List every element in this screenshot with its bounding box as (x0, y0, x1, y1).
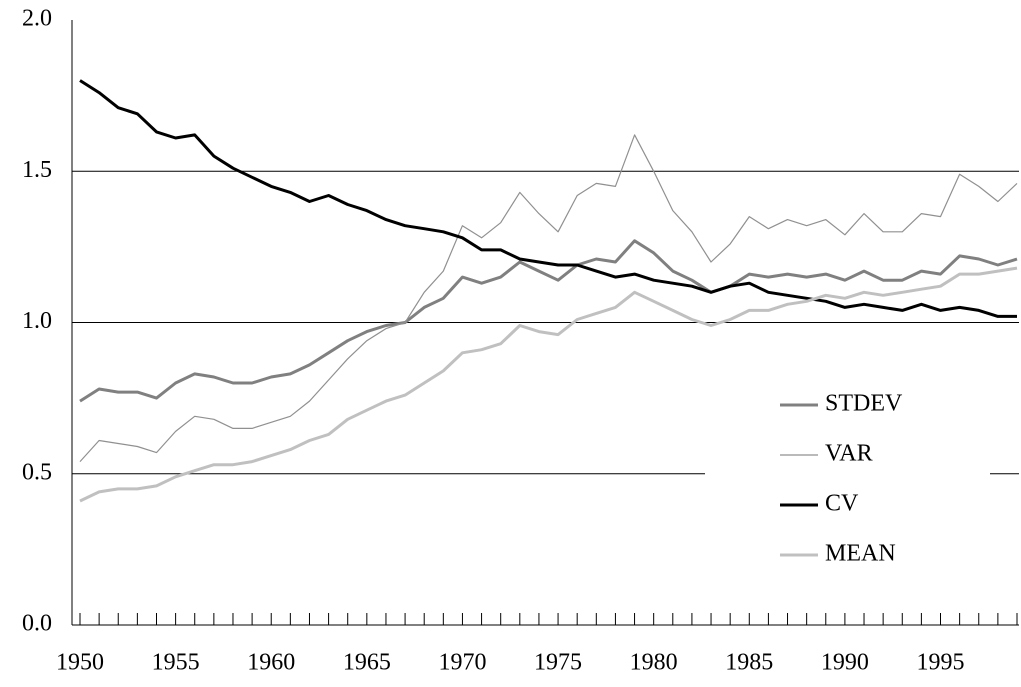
y-tick-label: 1.0 (22, 308, 52, 334)
x-tick-label: 1970 (438, 650, 486, 676)
legend-label: VAR (825, 441, 873, 467)
x-tick-label: 1965 (343, 650, 391, 676)
x-tick-label: 1950 (56, 650, 104, 676)
series-line (79, 134, 1018, 463)
y-tick-label: 1.5 (22, 157, 52, 183)
legend-label: MEAN (825, 541, 896, 567)
y-tick-label: 2.0 (22, 6, 52, 32)
x-tick-label: 1960 (247, 650, 295, 676)
x-tick-label: 1990 (821, 650, 869, 676)
x-tick-label: 1980 (630, 650, 678, 676)
legend-label: CV (825, 491, 859, 517)
x-tick-label: 1985 (725, 650, 773, 676)
series-line (79, 266, 1018, 503)
legend-label: STDEV (825, 391, 903, 417)
series-line (79, 79, 1017, 318)
x-tick-label: 1995 (917, 650, 965, 676)
x-tick-label: 1955 (152, 650, 200, 676)
y-tick-label: 0.0 (22, 611, 52, 637)
y-tick-label: 0.5 (22, 459, 52, 485)
legend-box (705, 378, 990, 578)
series-line (79, 239, 1018, 403)
x-tick-label: 1975 (534, 650, 582, 676)
